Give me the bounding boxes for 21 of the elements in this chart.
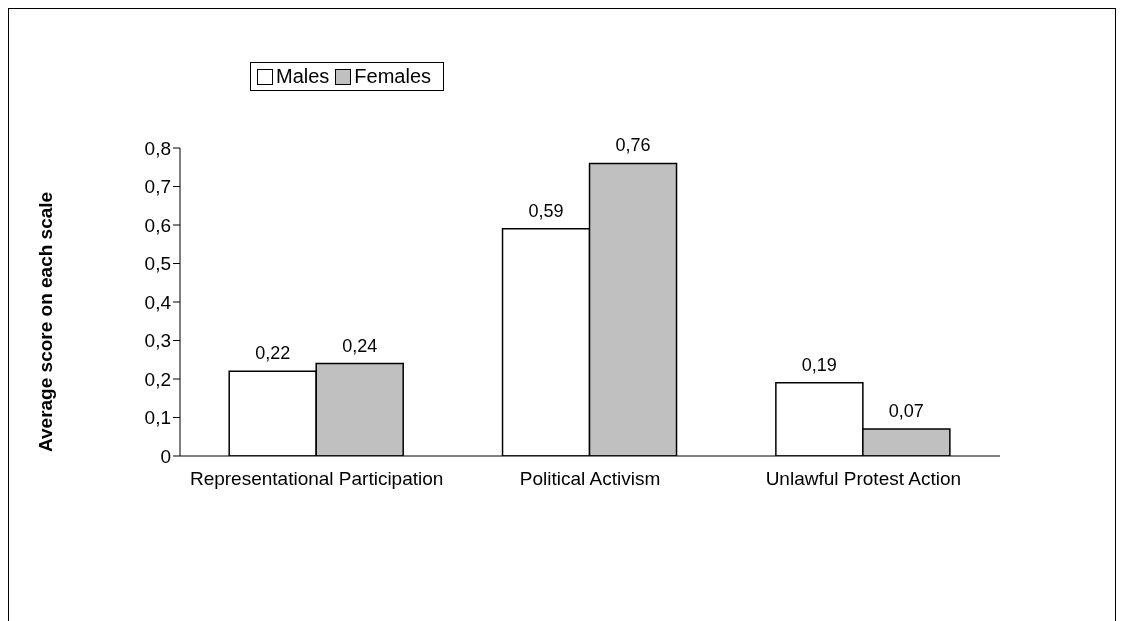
y-tick-label: 0,2 xyxy=(144,368,171,390)
y-tick-label: 0,3 xyxy=(144,330,171,352)
data-label: 0,59 xyxy=(528,200,564,221)
data-label: 0,22 xyxy=(255,343,291,364)
y-tick-label: 0,4 xyxy=(144,291,172,313)
y-tick-label: 0 xyxy=(160,445,171,467)
y-tick-label: 0,1 xyxy=(144,407,171,429)
y-tick-label: 0,8 xyxy=(144,137,171,159)
legend-label: Females xyxy=(353,65,432,88)
x-tick-label: Unlawful Protest Action xyxy=(765,468,962,490)
data-label: 0,19 xyxy=(801,354,837,375)
legend-label: Males xyxy=(275,65,330,88)
y-tick-label: 0,5 xyxy=(144,253,171,275)
x-tick-label: Political Activism xyxy=(519,468,661,490)
y-tick-label: 0,6 xyxy=(144,214,171,236)
y-axis-title: Average score on each scale xyxy=(34,191,56,452)
x-tick-label: Representational Participation xyxy=(189,468,444,490)
data-label: 0,76 xyxy=(615,135,651,156)
data-label: 0,24 xyxy=(342,335,378,356)
y-tick-label: 0,7 xyxy=(144,176,171,198)
data-label: 0,07 xyxy=(888,401,924,422)
